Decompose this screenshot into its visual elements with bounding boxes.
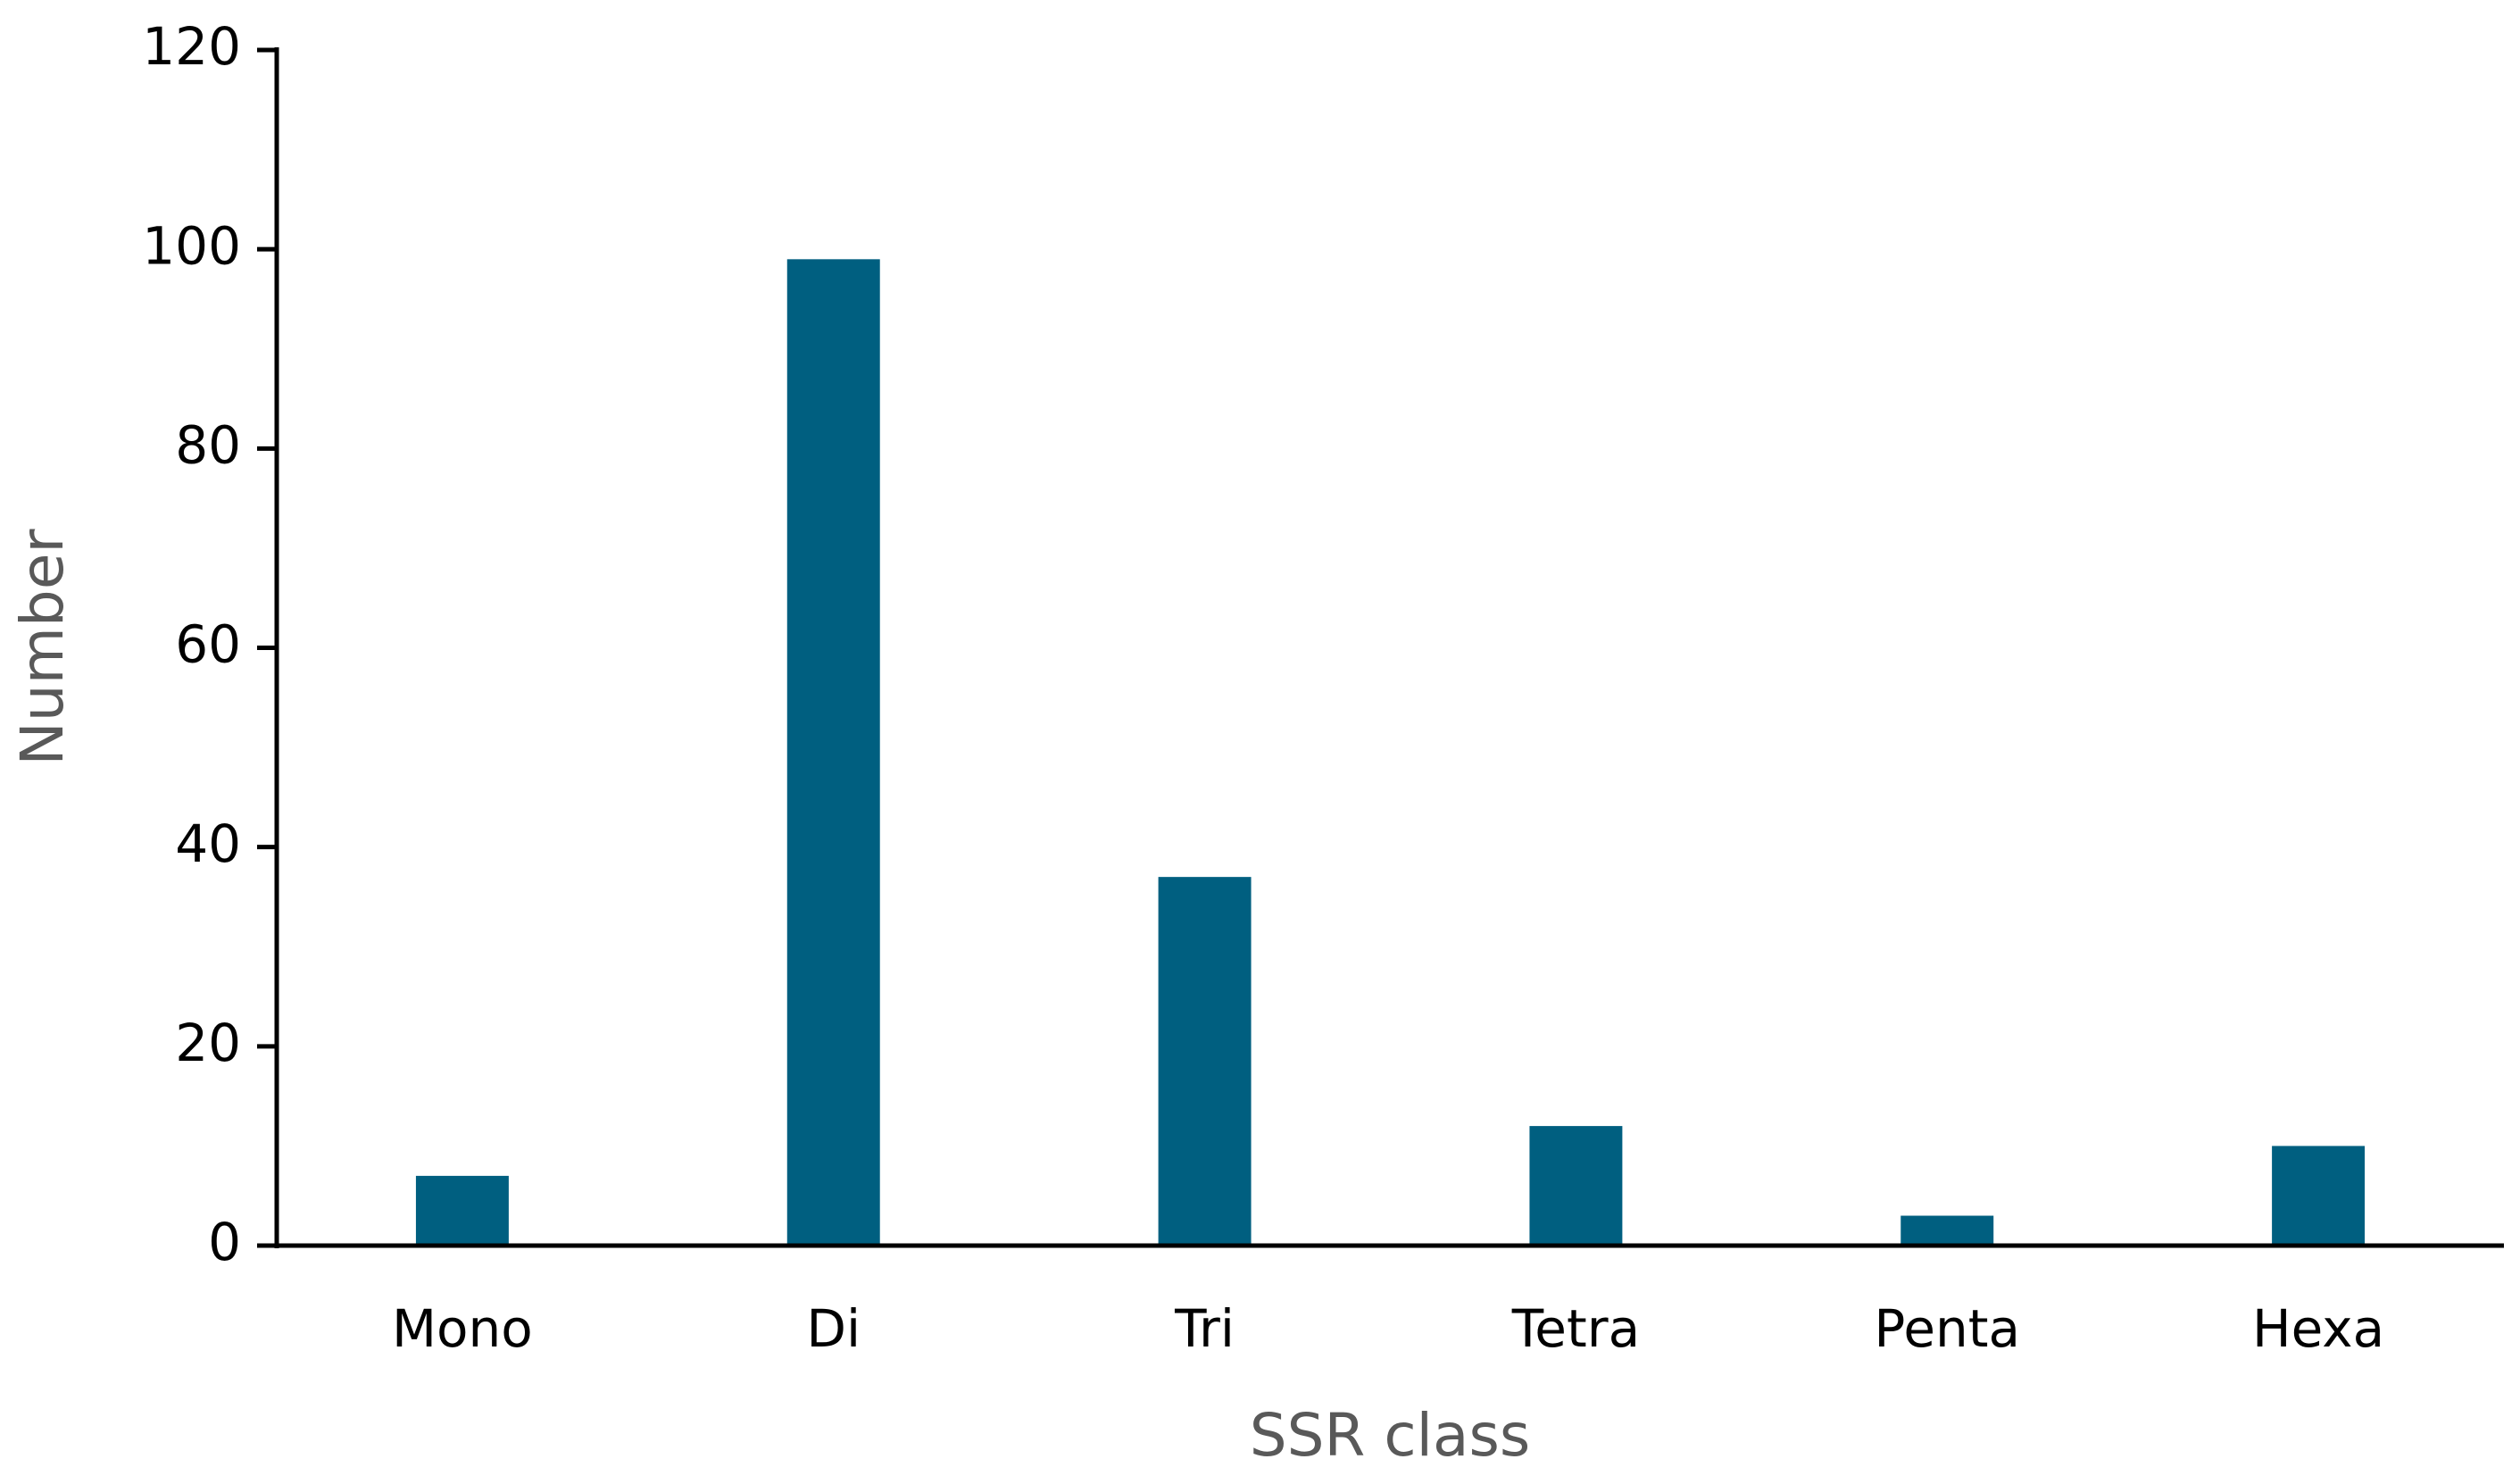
- bar: [1529, 1126, 1623, 1246]
- y-tick-label: 100: [142, 215, 241, 276]
- bar: [1900, 1215, 1994, 1246]
- x-axis-title: SSR class: [1250, 1401, 1530, 1470]
- bar: [2272, 1146, 2366, 1246]
- x-tick-label: Mono: [392, 1298, 533, 1359]
- bar: [1158, 877, 1252, 1246]
- y-tick-label: 40: [175, 813, 241, 874]
- bar: [786, 259, 880, 1246]
- x-tick-label: Penta: [1874, 1298, 2020, 1359]
- x-tick-label: Tri: [1174, 1298, 1235, 1359]
- y-tick-label: 60: [175, 614, 241, 675]
- y-tick-label: 80: [175, 414, 241, 475]
- bar: [415, 1175, 509, 1246]
- y-axis-title: Number: [8, 529, 77, 766]
- y-tick-label: 0: [208, 1212, 241, 1272]
- y-tick-label: 120: [142, 16, 241, 77]
- x-tick-label: Di: [806, 1298, 861, 1359]
- x-tick-label: Hexa: [2252, 1298, 2384, 1359]
- y-tick-label: 20: [175, 1013, 241, 1073]
- x-tick-label: Tetra: [1511, 1298, 1640, 1359]
